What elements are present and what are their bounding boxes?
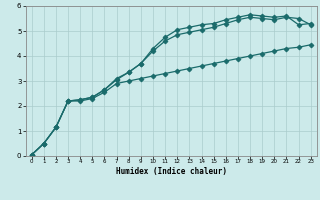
X-axis label: Humidex (Indice chaleur): Humidex (Indice chaleur) xyxy=(116,167,227,176)
